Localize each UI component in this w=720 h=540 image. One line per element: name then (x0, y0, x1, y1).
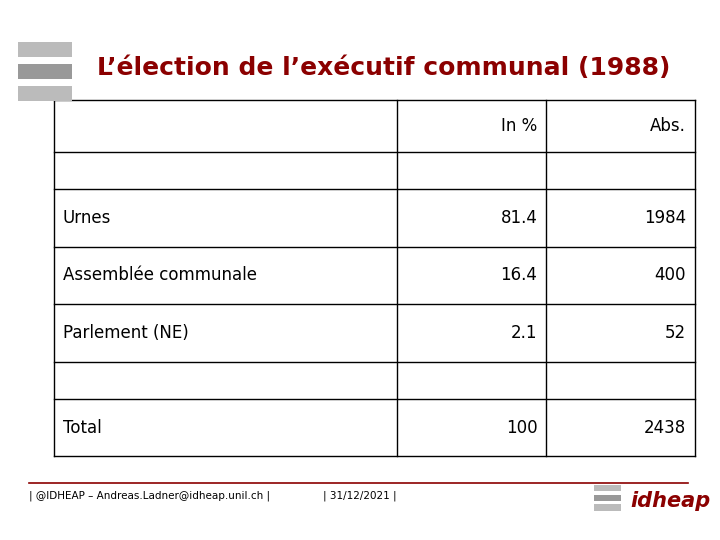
Text: | @IDHEAP – Andreas.Ladner@idheap.unil.ch |: | @IDHEAP – Andreas.Ladner@idheap.unil.c… (29, 490, 270, 501)
Text: Parlement (NE): Parlement (NE) (63, 324, 189, 342)
Text: 100: 100 (506, 418, 538, 436)
Text: 2.1: 2.1 (511, 324, 538, 342)
Text: Assemblée communale: Assemblée communale (63, 266, 256, 285)
Text: 2438: 2438 (644, 418, 686, 436)
Text: Urnes: Urnes (63, 209, 111, 227)
Text: idheap: idheap (630, 491, 710, 511)
Text: Abs.: Abs. (650, 117, 686, 135)
Text: 1984: 1984 (644, 209, 686, 227)
Text: 52: 52 (665, 324, 686, 342)
Text: 400: 400 (654, 266, 686, 285)
Text: | 31/12/2021 |: | 31/12/2021 | (323, 490, 397, 501)
Text: L’élection de l’exécutif communal (1988): L’élection de l’exécutif communal (1988) (97, 56, 670, 79)
Text: 81.4: 81.4 (500, 209, 538, 227)
Text: 16.4: 16.4 (500, 266, 538, 285)
Text: In %: In % (501, 117, 538, 135)
Text: Total: Total (63, 418, 102, 436)
